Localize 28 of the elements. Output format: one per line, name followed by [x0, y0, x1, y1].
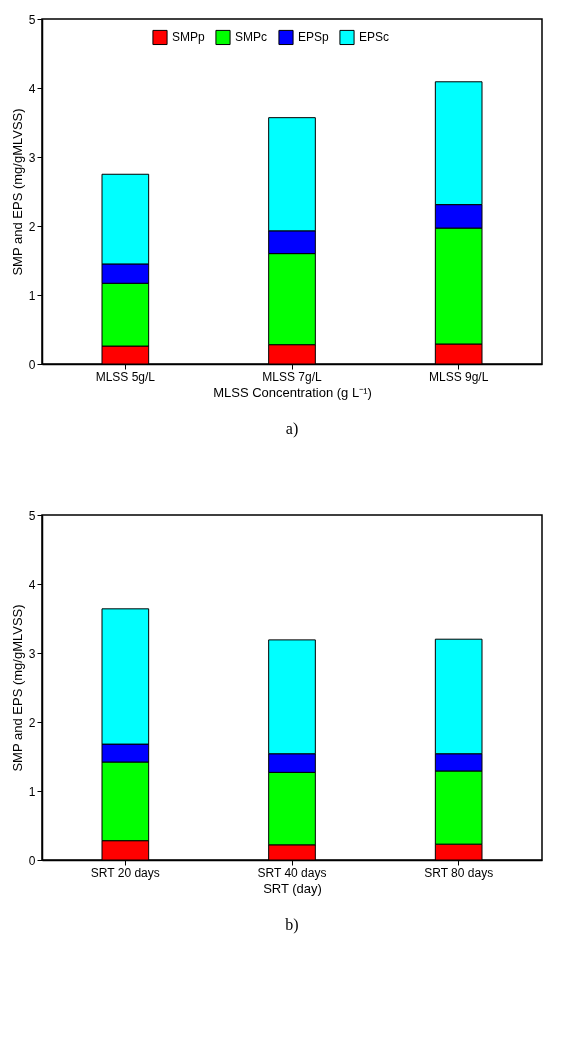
x-tick-label: SRT 80 days — [424, 865, 494, 880]
y-tick-label: 0 — [28, 357, 36, 372]
y-axis-title: SMP and EPS (mg/gMLVSS) — [9, 604, 25, 772]
legend-label: SMPp — [172, 30, 205, 45]
text: b) — [285, 916, 299, 934]
y-axis-title: SMP and EPS (mg/gMLVSS) — [9, 108, 25, 276]
y-tick-label: 0 — [28, 853, 36, 868]
x-tick-label: MLSS 7g/L — [262, 369, 323, 384]
y-tick-label: 3 — [28, 646, 36, 661]
y-tick-label: 3 — [28, 150, 36, 165]
x-tick-label: MLSS 5g/L — [95, 369, 156, 384]
y-tick-label: 5 — [28, 508, 36, 523]
y-tick-label: 1 — [28, 288, 36, 303]
x-tick-label: SRT 40 days — [257, 865, 327, 880]
y-tick-label: 2 — [28, 219, 36, 234]
legend-label: SMPc — [235, 30, 268, 45]
legend-label: EPSp — [298, 30, 330, 45]
y-tick-label: 1 — [28, 784, 36, 799]
x-tick-label: SRT 20 days — [90, 865, 160, 880]
x-tick-label: MLSS 9g/L — [428, 369, 489, 384]
x-axis-title: SRT (day) — [263, 880, 322, 896]
text: a) — [285, 420, 299, 438]
y-tick-label: 4 — [28, 81, 36, 96]
y-tick-label: 4 — [28, 577, 36, 592]
y-tick-label: 2 — [28, 715, 36, 730]
legend-label: EPSc — [359, 30, 390, 45]
y-tick-label: 5 — [28, 12, 36, 27]
x-axis-title: MLSS Concentration (g L⁻¹) — [213, 384, 372, 400]
